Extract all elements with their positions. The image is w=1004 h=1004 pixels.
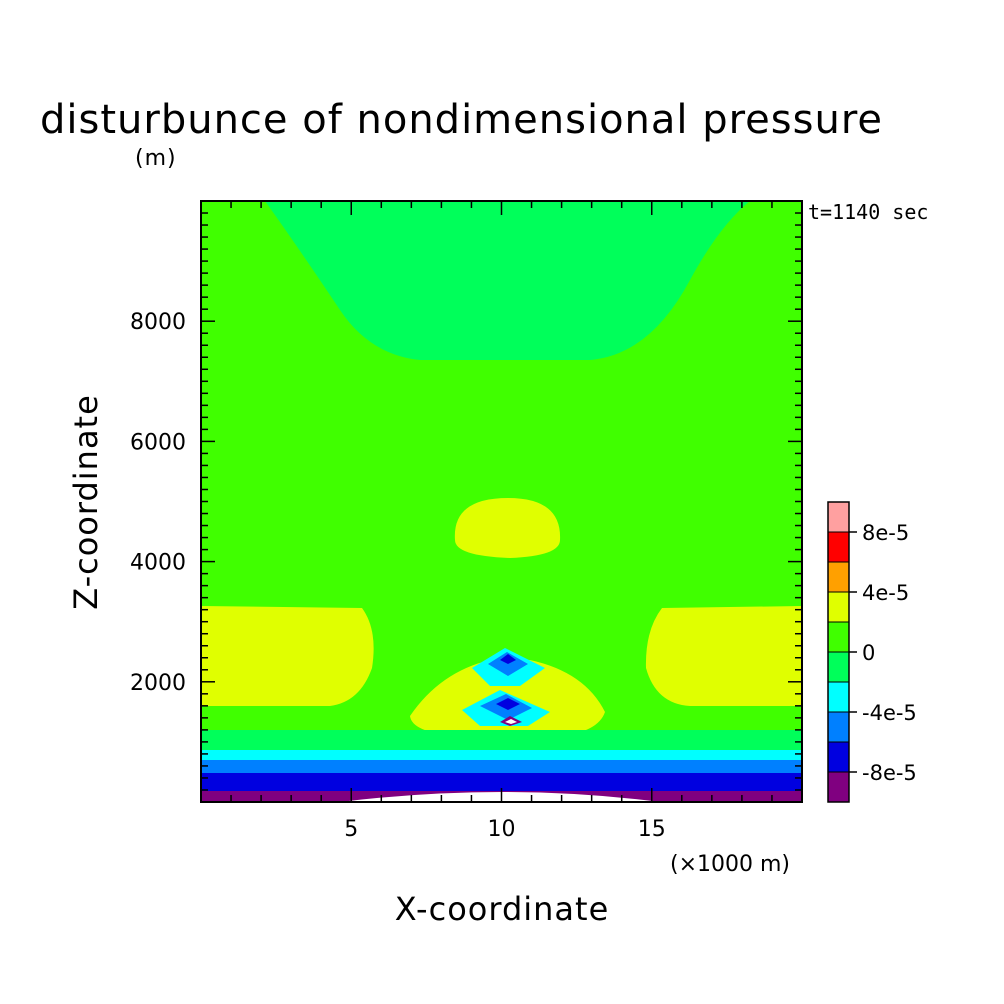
colorbar-cell xyxy=(828,742,849,772)
colorbar-cell xyxy=(828,562,849,592)
colorbar-cell xyxy=(828,652,849,682)
contour-lower-dip xyxy=(340,792,660,802)
contour-core-3 xyxy=(500,654,516,664)
contour-core-6 xyxy=(496,698,520,710)
y-tick-label: 6000 xyxy=(130,430,186,455)
colorbar-cell xyxy=(828,772,849,802)
y-tick-labels: 2000 4000 6000 8000 xyxy=(130,310,186,696)
contour-right-lobe xyxy=(645,606,802,706)
x-tick-label: 15 xyxy=(638,817,666,842)
time-label: t=1140 sec xyxy=(808,200,928,224)
colorbar-tick-label: -8e-5 xyxy=(862,761,917,785)
y-axis-label: Z-coordinate xyxy=(67,394,105,610)
colorbar-tick-label: 0 xyxy=(862,641,875,665)
contour-left-lobe xyxy=(201,606,374,706)
x-axis-label: X-coordinate xyxy=(395,890,610,928)
colorbar-cell xyxy=(828,592,849,622)
colorbar-cell xyxy=(828,532,849,562)
contour-core-8 xyxy=(505,719,517,724)
colorbar: -8e-5 -4e-5 0 4e-5 8e-5 xyxy=(827,501,917,803)
colorbar-cell xyxy=(828,622,849,652)
contour-upper-lobe xyxy=(265,201,750,360)
y-tick-label: 8000 xyxy=(130,310,186,335)
x-tick-labels: 5 10 15 xyxy=(344,817,666,842)
x-unit-label: (×1000 m) xyxy=(670,852,790,877)
x-tick-label: 5 xyxy=(344,817,358,842)
contour-mid-bubble xyxy=(454,498,561,558)
colorbar-tick-label: 8e-5 xyxy=(862,521,909,545)
y-tick-label: 4000 xyxy=(130,551,186,576)
axis-ticks xyxy=(201,201,802,802)
x-tick-label: 10 xyxy=(488,817,516,842)
colorbar-tick-label: -4e-5 xyxy=(862,701,917,725)
colorbar-cell xyxy=(828,682,849,712)
colorbar-cell xyxy=(828,712,849,742)
y-tick-label: 2000 xyxy=(130,671,186,696)
colorbar-cell xyxy=(828,502,849,532)
plot-area xyxy=(200,200,803,803)
colorbar-tick-label: 4e-5 xyxy=(862,581,909,605)
z-unit-label: (m) xyxy=(135,146,177,171)
chart-title: disturbunce of nondimensional pressure xyxy=(40,97,883,143)
